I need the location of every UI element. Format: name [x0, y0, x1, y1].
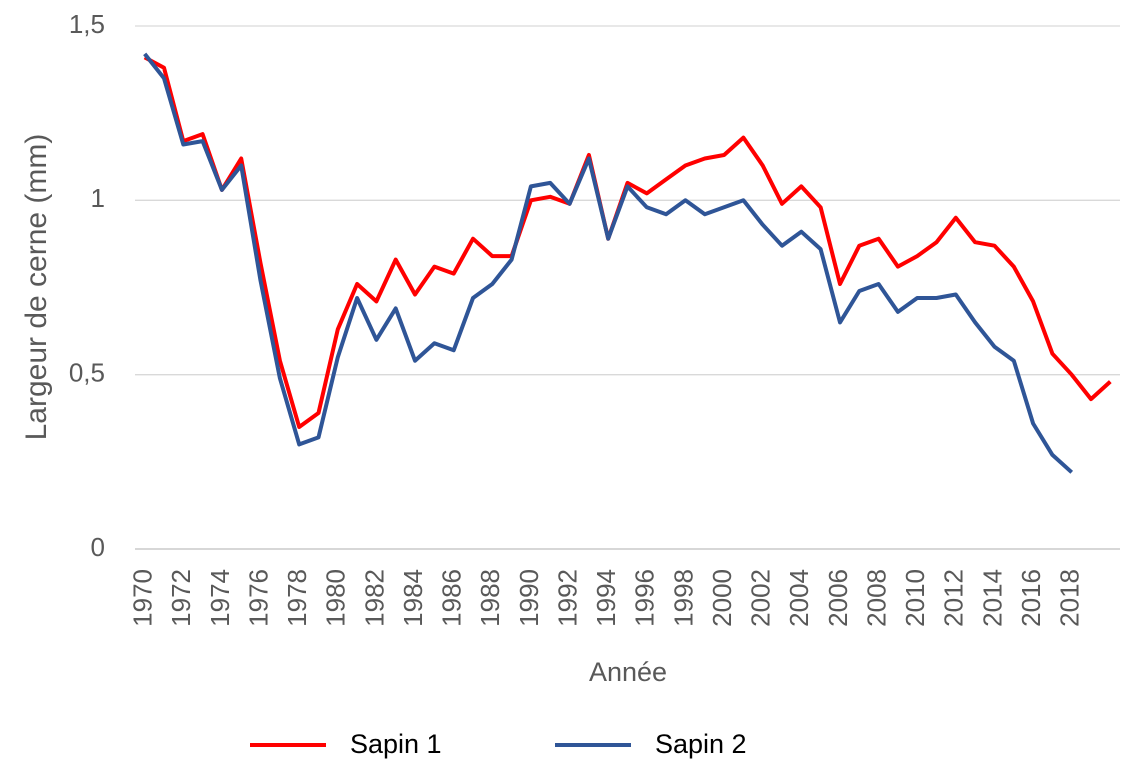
y-tick-label: 1,5 — [69, 9, 105, 39]
x-tick-label: 2006 — [823, 569, 853, 627]
x-tick-label: 1980 — [321, 569, 351, 627]
y-tick-label: 1 — [91, 183, 105, 213]
y-tick-label: 0,5 — [69, 358, 105, 388]
x-tick-label: 1994 — [591, 569, 621, 627]
x-tick-label: 2010 — [900, 569, 930, 627]
series-line — [143, 52, 1074, 474]
x-tick-label: 1992 — [552, 569, 582, 627]
x-axis-title: Année — [589, 657, 667, 687]
x-tick-label: 2012 — [939, 569, 969, 627]
y-tick-label: 0 — [91, 532, 105, 562]
x-tick-label: 2000 — [707, 569, 737, 627]
y-axis-title: Largeur de cerne (mm) — [20, 134, 53, 441]
x-tick-label: 2008 — [861, 569, 891, 627]
legend-label: Sapin 2 — [655, 729, 747, 759]
x-tick-label: 1970 — [128, 569, 158, 627]
x-tick-label: 2004 — [784, 569, 814, 627]
x-tick-label: 1988 — [475, 569, 505, 627]
x-tick-label: 1998 — [668, 569, 698, 627]
x-tick-label: 2002 — [746, 569, 776, 627]
x-tick-label: 1982 — [359, 569, 389, 627]
x-tick-label: 2014 — [977, 569, 1007, 627]
x-tick-label: 2016 — [1016, 569, 1046, 627]
series-line — [143, 55, 1112, 429]
x-tick-label: 1976 — [243, 569, 273, 627]
x-tick-label: 2018 — [1055, 569, 1085, 627]
x-tick-label: 1986 — [437, 569, 467, 627]
x-tick-label: 1972 — [166, 569, 196, 627]
x-tick-label: 1996 — [630, 569, 660, 627]
legend-label: Sapin 1 — [350, 729, 442, 759]
x-tick-label: 1974 — [205, 569, 235, 627]
x-tick-label: 1990 — [514, 569, 544, 627]
x-tick-label: 1978 — [282, 569, 312, 627]
x-tick-label: 1984 — [398, 569, 428, 627]
